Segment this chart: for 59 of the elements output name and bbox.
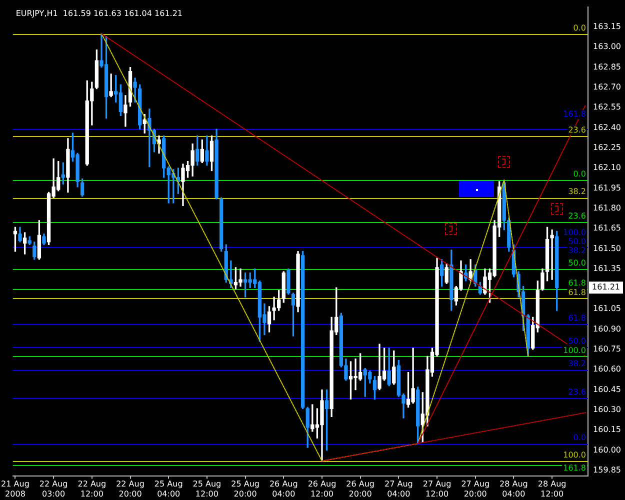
x-tick-label: 26 Aug 04:00 [269,480,298,498]
y-tick-label: 161.65 [593,224,622,233]
y-tick-label: 163.00 [593,42,622,52]
annotation: 0.0 [573,170,586,179]
y-tick-label: 160.60 [593,364,622,374]
annotation: 161.8 [563,464,586,473]
x-tick-label: 27 Aug 12:00 [422,480,452,498]
y-tick-label: 160.75 [593,344,622,354]
annotation: 0.0 [573,23,586,32]
x-tick-label: 25 Aug 04:00 [154,480,183,498]
y-tick-label: 160.30 [593,405,622,414]
annotation: 50.0 [568,258,586,268]
y-tick-label: 161.95 [593,183,622,192]
y-tick-label: 162.55 [593,102,622,112]
annotation: 23.6 [568,387,586,396]
annotation: 38.2 [568,246,586,255]
annotation: 100.0 [563,228,586,237]
x-tick-label: 25 Aug 12:00 [192,480,222,498]
y-tick-label: 162.70 [593,82,622,92]
x-tick-label: 27 Aug 04:00 [384,480,413,498]
y-tick-label: 161.80 [593,203,622,212]
annotation: 38.2 [568,187,586,196]
x-tick-label: 27 Aug 20:00 [461,480,490,498]
x-tick-label: 26 Aug 20:00 [346,480,375,498]
annotation: 100.0 [563,450,586,460]
y-tick-label: 161.05 [593,304,622,314]
annotation: 161.8 [563,110,586,119]
x-tick-label: 25 Aug 20:00 [231,480,260,498]
y-tick-label: 163.15 [593,22,622,32]
y-tick-label: 160.90 [593,324,622,334]
annotation: 50.0 [568,336,586,346]
x-tick-label: 28 Aug 04:00 [500,480,528,498]
annotation: 50.0 [568,236,586,246]
y-tick-label: 159.85 [593,466,622,475]
y-tick-label: 162.10 [593,163,622,172]
annotation: 61.8 [568,314,586,323]
annotation: 61.8 [568,288,586,297]
x-tick-label: 22 Aug 20:00 [116,480,144,498]
x-tick-label: 28 Aug 12:00 [538,480,566,498]
y-tick-label: 160.15 [593,425,622,434]
chart-title: EURJPY,H1 161.59 161.63 161.04 161.21 [16,8,183,18]
annotation: 161.21 [592,282,620,292]
y-tick-label: 160.00 [593,445,622,454]
y-tick-label: 162.25 [593,142,622,152]
y-tick-label: 160.45 [593,384,622,394]
x-tick-label: 21 Aug 2008 [1,480,30,498]
y-tick-label: 161.35 [593,264,622,273]
annotation: 61.8 [568,278,586,288]
annotation: 23.6 [568,211,586,220]
x-tick-label: 26 Aug 12:00 [308,480,336,498]
x-tick-label: 22 Aug 12:00 [78,480,106,498]
y-tick-label: 162.40 [593,122,622,132]
y-tick-label: 161.50 [593,244,622,253]
annotation: 100.0 [563,346,586,355]
annotation: 0.0 [573,433,586,442]
annotation: 38.2 [568,359,586,368]
x-tick-label: 22 Aug 03:00 [39,480,68,498]
y-tick-label: 162.85 [593,62,622,72]
annotation: 23.6 [568,125,586,134]
